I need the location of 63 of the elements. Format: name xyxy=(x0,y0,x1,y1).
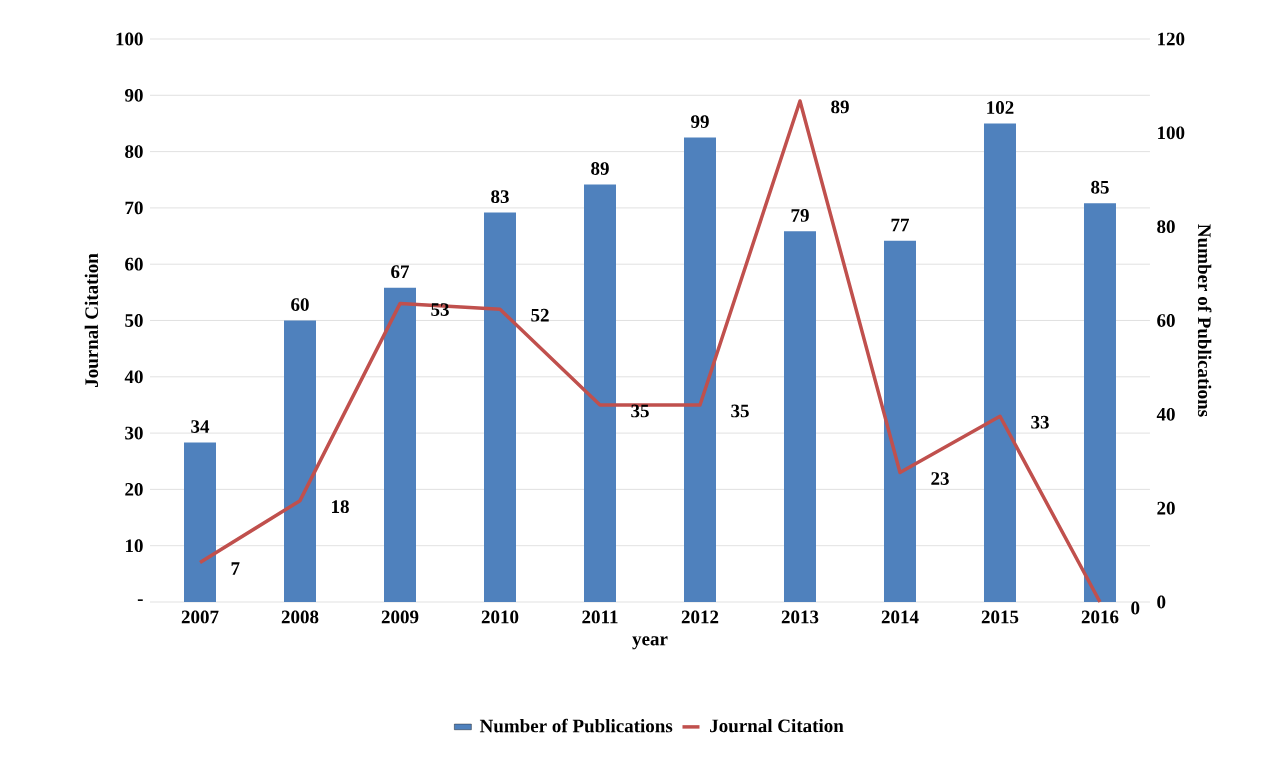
bar xyxy=(883,240,916,602)
x-tick-label: 2012 xyxy=(681,610,719,624)
y2-tick-label: 100 xyxy=(1158,126,1185,140)
data-label: 18 xyxy=(332,500,349,514)
x-tick-label: 2008 xyxy=(281,610,319,624)
data-label: 89 xyxy=(591,162,609,175)
legend-label: Number of Publications xyxy=(479,718,673,733)
y-tick-label: 100 xyxy=(116,32,143,46)
bar xyxy=(284,320,316,602)
x-tick-label: 2011 xyxy=(582,610,618,624)
bar xyxy=(184,442,216,602)
data-label: 33 xyxy=(1031,415,1049,429)
bar xyxy=(484,212,516,602)
y-tick-label: 10 xyxy=(125,539,143,553)
data-label: 34 xyxy=(191,420,210,433)
y-tick-label: 70 xyxy=(125,201,143,215)
y-tick-label: 90 xyxy=(124,88,143,102)
data-label: 102 xyxy=(987,101,1014,114)
x-tick-label: 2015 xyxy=(981,610,1019,624)
data-label: 89 xyxy=(831,100,849,114)
y2-axis-title: Number of Publications xyxy=(1197,224,1212,417)
bar xyxy=(783,231,816,602)
x-tick-label: 2010 xyxy=(481,610,519,624)
y-tick-label: 40 xyxy=(124,370,143,384)
y-tick-label: 20 xyxy=(125,482,143,496)
y2-tick-label: 0 xyxy=(1157,595,1166,609)
y-tick-label: 80 xyxy=(125,145,143,159)
data-label: 0 xyxy=(1131,601,1140,615)
y2-tick-label: 40 xyxy=(1156,407,1175,421)
bar xyxy=(384,287,416,602)
bar xyxy=(584,184,616,602)
data-label: 60 xyxy=(291,298,309,311)
x-tick-label: 2009 xyxy=(381,610,419,624)
x-tick-label: 2013 xyxy=(781,610,819,624)
x-tick-label: 2016 xyxy=(1081,610,1119,624)
data-label: 53 xyxy=(431,303,449,316)
y-tick-label: 60 xyxy=(125,257,143,271)
data-label: 23 xyxy=(931,472,949,485)
bar xyxy=(684,137,716,602)
y-tick-label: 30 xyxy=(125,426,143,440)
data-label: 35 xyxy=(631,404,649,418)
bar xyxy=(1083,203,1116,602)
legend-label: Journal Citation xyxy=(710,718,844,733)
y2-tick-label: 20 xyxy=(1157,501,1175,515)
data-label: 85 xyxy=(1091,180,1109,194)
data-label: 83 xyxy=(491,190,509,204)
data-label: 77 xyxy=(891,218,910,232)
y2-tick-label: 120 xyxy=(1158,32,1185,46)
data-label: 35 xyxy=(731,404,749,418)
data-label: 99 xyxy=(691,115,709,128)
data-label: 67 xyxy=(391,265,410,279)
y-tick-label: 50 xyxy=(125,314,143,327)
data-label: 52 xyxy=(531,308,549,322)
y2-tick-label: 60 xyxy=(1157,314,1175,327)
y-tick-label: - xyxy=(137,599,143,601)
x-tick-label: 2014 xyxy=(881,610,919,624)
bar xyxy=(983,123,1016,602)
x-axis-title: year xyxy=(632,636,668,650)
data-label: 7 xyxy=(231,562,240,575)
data-label: 79 xyxy=(791,209,809,222)
y2-tick-label: 80 xyxy=(1157,220,1175,234)
x-tick-label: 2007 xyxy=(181,610,219,624)
y-axis-title: Journal Citation xyxy=(84,253,99,387)
